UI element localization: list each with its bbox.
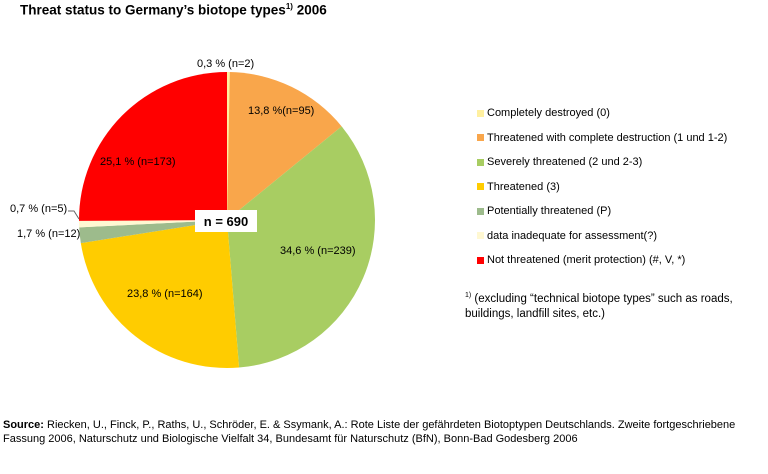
legend-swatch (477, 158, 484, 166)
slice-label: 0,3 % (n=2) (197, 58, 255, 70)
pie-slice (79, 72, 228, 221)
legend-swatch (477, 183, 484, 191)
legend-item: Not threatened (merit protection) (#, V,… (477, 248, 727, 273)
legend-item: Threatened (3) (477, 175, 727, 200)
legend-label: Threatened (3) (487, 180, 560, 193)
pie-slice (80, 220, 240, 368)
legend-item: Threatened with complete destruction (1 … (477, 126, 727, 151)
pie-slice (79, 220, 228, 244)
legend-label: data inadequate for assessment(?) (487, 229, 657, 242)
slice-label: 23,8 % (n=164) (127, 288, 203, 300)
slice-label: 25,1 % (n=173) (100, 156, 176, 168)
legend-swatch (477, 109, 484, 117)
legend-label: Potentially threatened (P) (487, 205, 612, 218)
legend-label: Severely threatened (2 und 2-3) (487, 156, 643, 169)
leader-line (68, 210, 80, 220)
footnote: 1) (excluding “technical biotope types” … (465, 288, 765, 322)
total-label: n = 690 (195, 210, 257, 232)
pie-slice (227, 126, 375, 368)
slice-label: 1,7 % (n=12) (17, 228, 81, 240)
legend-label: Not threatened (merit protection) (#, V,… (487, 254, 686, 267)
pie-slice (79, 220, 227, 228)
legend-item: Completely destroyed (0) (477, 101, 727, 126)
legend-swatch (477, 232, 484, 240)
source-text: Riecken, U., Finck, P., Raths, U., Schrö… (3, 419, 736, 445)
title-year: 2006 (296, 2, 327, 18)
legend-label: Threatened with complete destruction (1 … (487, 131, 728, 144)
legend-swatch (477, 207, 484, 215)
slice-label: 13,8 %(n=95) (248, 105, 315, 117)
footnote-text: (excluding “technical biotope types” suc… (465, 292, 733, 320)
pie-slice (227, 72, 230, 220)
pie-slice (227, 72, 342, 220)
source-citation: Source: Riecken, U., Finck, P., Raths, U… (3, 418, 763, 446)
title-text: Threat status to Germany’s biotope types (20, 2, 286, 18)
source-label: Source: (3, 419, 44, 431)
legend: Completely destroyed (0) Threatened with … (477, 101, 727, 273)
chart-title: Threat status to Germany’s biotope types… (20, 2, 327, 18)
legend-swatch (477, 134, 484, 142)
legend-item: Potentially threatened (P) (477, 199, 727, 224)
slice-label: 34,6 % (n=239) (280, 245, 356, 257)
footnote-mark: 1) (465, 292, 472, 299)
slice-label: 0,7 % (n=5) (10, 203, 68, 215)
legend-swatch (477, 256, 484, 264)
legend-item: Severely threatened (2 und 2-3) (477, 150, 727, 175)
title-footnote-mark: 1) (285, 2, 293, 11)
legend-label: Completely destroyed (0) (487, 107, 610, 120)
legend-item: data inadequate for assessment(?) (477, 224, 727, 249)
